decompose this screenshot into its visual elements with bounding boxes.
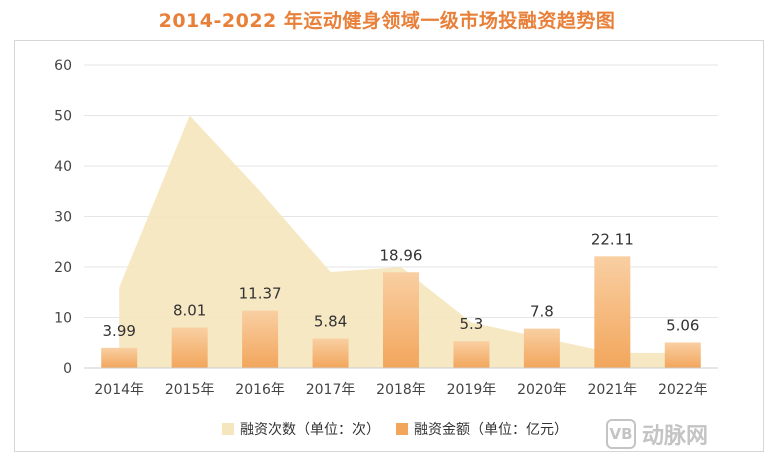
y-tick-label: 30 <box>54 210 72 226</box>
x-tick-label: 2020年 <box>517 382 567 398</box>
watermark: VB 动脉网 <box>606 418 708 450</box>
bar-value-label: 18.96 <box>380 246 423 264</box>
y-tick-label: 10 <box>54 311 72 327</box>
legend-label-financing-count: 融资次数（单位：次） <box>240 422 380 438</box>
watermark-text: 动脉网 <box>642 424 709 449</box>
bar-financing-amount <box>523 328 560 368</box>
bar-financing-amount <box>242 310 279 368</box>
bar-value-label: 5.06 <box>666 316 699 334</box>
x-tick-label: 2022年 <box>658 382 708 398</box>
bar-value-label: 5.3 <box>460 315 484 333</box>
legend-label-financing-amount: 融资金额（单位：亿元） <box>414 422 568 438</box>
area-series-financing-count <box>119 115 683 368</box>
y-tick-label: 20 <box>54 260 72 276</box>
watermark-logo-icon: VB <box>606 419 636 449</box>
legend-swatch-financing-count <box>222 423 234 435</box>
bar-value-label: 11.37 <box>239 285 282 303</box>
y-tick-label: 50 <box>54 109 72 125</box>
bar-financing-amount <box>383 272 419 368</box>
bar-financing-amount <box>664 342 701 368</box>
bar-financing-amount <box>312 338 349 368</box>
bar-financing-amount <box>453 341 490 368</box>
bar-value-label: 8.01 <box>173 302 206 320</box>
x-tick-label: 2014年 <box>94 382 144 398</box>
x-tick-label: 2018年 <box>376 382 426 398</box>
chart-title: 2014-2022 年运动健身领域一级市场投融资趋势图 <box>158 10 616 32</box>
bar-financing-amount <box>171 327 208 368</box>
bar-value-label: 7.8 <box>530 303 554 321</box>
chart-frame <box>14 40 764 452</box>
bar-value-label: 3.99 <box>103 322 136 340</box>
y-tick-label: 40 <box>54 159 72 175</box>
bar-value-label: 5.84 <box>314 313 347 331</box>
x-tick-label: 2015年 <box>165 382 215 398</box>
bar-financing-amount <box>594 256 631 368</box>
bar-financing-amount <box>101 347 138 368</box>
x-tick-label: 2021年 <box>588 382 638 398</box>
x-tick-label: 2019年 <box>447 382 497 398</box>
x-tick-label: 2016年 <box>235 382 285 398</box>
y-tick-label: 0 <box>63 361 72 377</box>
bar-value-label: 22.11 <box>591 230 634 248</box>
x-tick-label: 2017年 <box>306 382 356 398</box>
y-tick-label: 60 <box>54 58 72 74</box>
legend-swatch-financing-amount <box>396 423 408 435</box>
